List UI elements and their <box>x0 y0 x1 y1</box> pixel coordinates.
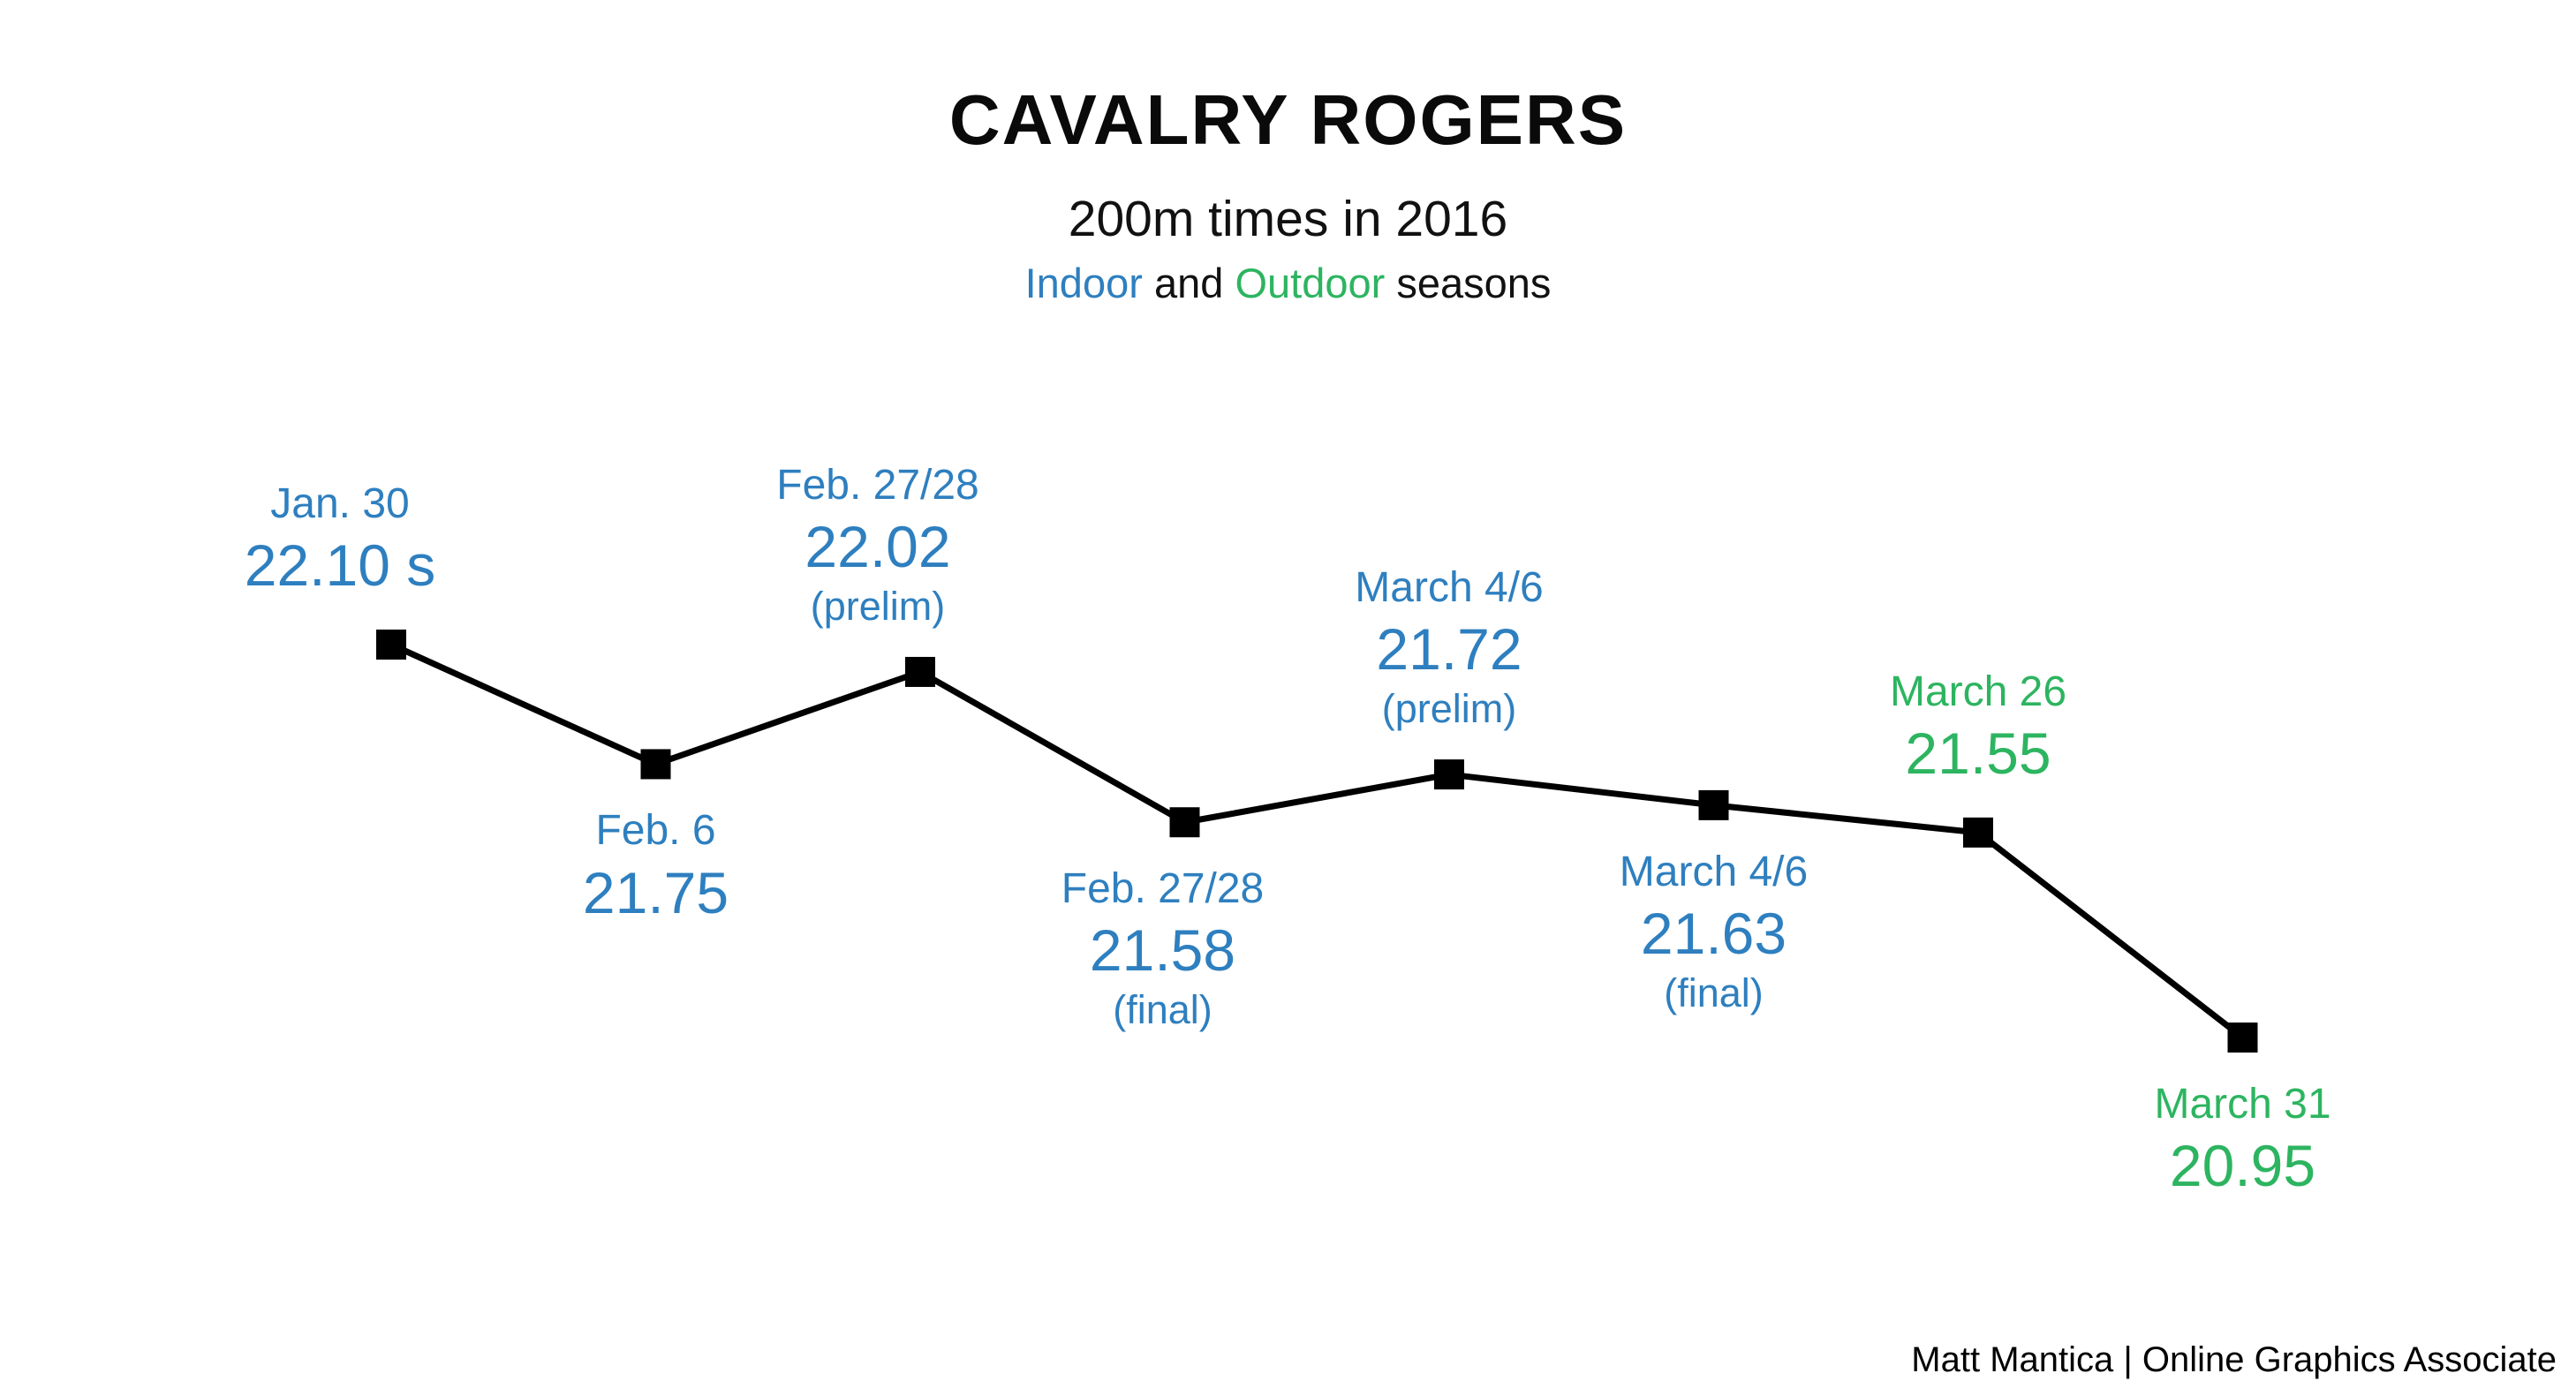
data-point-marker <box>1963 817 1993 848</box>
data-point-marker <box>640 749 671 780</box>
chart-title: CAVALRY ROGERS <box>948 80 1628 159</box>
point-label-group: March 4/6 21.63 (final) <box>1620 848 1808 1016</box>
series-line <box>389 641 2245 1040</box>
point-date-label: March 31 <box>2154 1081 2331 1128</box>
legend-outdoor-label: Outdoor <box>1235 259 1386 306</box>
legend-and-text: and <box>1142 259 1235 306</box>
chart-subtitle: 200m times in 2016 <box>1068 191 1508 247</box>
point-time-value: 21.72 <box>1376 616 1522 683</box>
point-time-value: 21.63 <box>1640 901 1787 967</box>
legend-indoor-label: Indoor <box>1024 259 1143 306</box>
point-label-group: March 31 20.95 <box>2154 1080 2330 1203</box>
point-date-label: Feb. 27/28 <box>776 462 979 509</box>
point-round-qualifier: (prelim) <box>810 584 946 630</box>
point-time-value: 22.10 s <box>244 532 436 599</box>
point-round-qualifier: (final) <box>1113 987 1212 1033</box>
season-legend: Indoor and Outdoor seasons <box>0 260 2576 307</box>
point-date-label: Feb. 6 <box>595 807 716 855</box>
point-date-label: March 26 <box>1889 668 2067 715</box>
point-round-qualifier: (final) <box>1664 970 1764 1015</box>
point-label-group: Feb. 27/28 22.02 (prelim) <box>776 461 979 630</box>
point-label-group: March 4/6 21.72 (prelim) <box>1355 563 1543 732</box>
point-time-value: 21.75 <box>582 859 729 925</box>
point-round-qualifier: (prelim) <box>1381 686 1517 732</box>
point-time-value: 22.02 <box>805 514 951 580</box>
point-date-label: March 4/6 <box>1619 848 1809 895</box>
data-point-marker <box>1434 759 1464 790</box>
point-label-group: Feb. 27/28 21.58 (final) <box>1061 864 1265 1033</box>
point-time-value: 21.58 <box>1089 917 1236 984</box>
data-point-marker <box>1698 789 1729 820</box>
data-point-marker <box>2227 1022 2258 1053</box>
point-label-group: Feb. 6 21.75 <box>583 806 729 929</box>
data-point-marker <box>376 630 406 660</box>
point-time-value: 21.55 <box>1905 720 2051 786</box>
legend-seasons-text: seasons <box>1385 259 1552 306</box>
point-date-label: Feb. 27/28 <box>1061 865 1265 913</box>
point-label-group: Jan. 30 22.10 s <box>245 479 436 602</box>
data-point-marker <box>1169 807 1200 838</box>
data-point-marker <box>905 656 935 687</box>
point-label-group: March 26 21.55 <box>1890 668 2066 790</box>
point-date-label: March 4/6 <box>1355 564 1544 612</box>
point-time-value: 20.95 <box>2169 1133 2316 1199</box>
credit-line: Matt Mantica | Online Graphics Associate <box>1911 1340 2557 1379</box>
chart-header: CAVALRY ROGERS 200m times in 2016 Indoor… <box>0 85 2576 307</box>
point-date-label: Jan. 30 <box>270 479 410 527</box>
